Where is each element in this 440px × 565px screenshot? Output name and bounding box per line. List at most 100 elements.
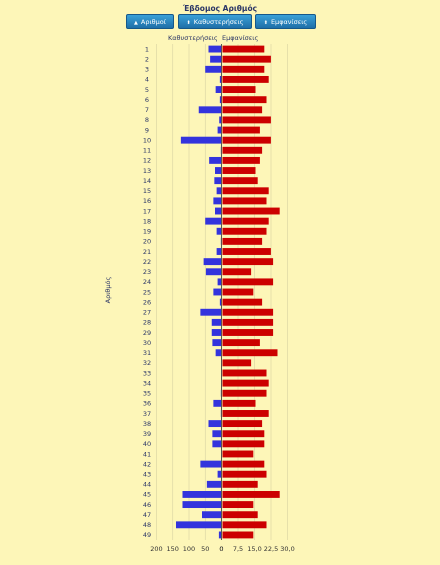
delay-bar: [211, 318, 222, 326]
appearance-bar: [222, 460, 265, 468]
category-label: 12: [143, 157, 151, 165]
delay-bar: [213, 288, 222, 296]
delay-bar: [217, 470, 222, 478]
category-label: 43: [143, 471, 151, 479]
delay-bar: [182, 491, 222, 498]
category-label: 47: [143, 511, 151, 519]
category-label: 44: [143, 481, 151, 489]
appearance-bar: [222, 106, 263, 114]
category-label: 21: [143, 248, 151, 256]
delay-bar: [205, 65, 222, 73]
appearance-bar: [222, 258, 274, 266]
delay-bar: [215, 86, 222, 93]
appearance-bar: [222, 187, 269, 195]
category-label: 32: [143, 359, 151, 367]
appearance-bar: [222, 480, 258, 488]
delay-bar: [217, 126, 222, 134]
delay-bar: [210, 55, 222, 63]
appearance-bar: [222, 329, 274, 336]
x-tick-label-delays: 50: [201, 545, 209, 553]
sort-arrow-icon: ▲: [134, 20, 138, 26]
category-label: 3: [145, 66, 149, 74]
delay-bar: [217, 278, 222, 286]
delay-bar: [208, 420, 222, 428]
sort-appearances-button[interactable]: ⬍ Εμφανίσεις: [255, 14, 316, 29]
category-label: 35: [143, 390, 151, 398]
delay-bar: [212, 440, 222, 448]
appearance-bar: [222, 237, 263, 245]
category-label: 20: [143, 238, 151, 246]
delay-bar: [176, 521, 222, 529]
appearance-bar: [222, 227, 267, 235]
category-label: 18: [143, 217, 151, 225]
category-label: 36: [143, 400, 151, 408]
delay-bar: [205, 268, 222, 276]
appearance-bar: [222, 298, 263, 306]
appearance-bar: [222, 491, 280, 498]
delay-bar: [213, 197, 222, 205]
appearance-bar: [222, 369, 267, 377]
x-tick-label-appearances: 15,0: [247, 545, 261, 553]
category-label: 7: [145, 106, 149, 114]
appearance-bar: [222, 86, 256, 93]
delay-bar: [206, 480, 222, 488]
appearances-series-header: Εμφανίσεις: [222, 34, 259, 42]
delays-series-header: Καθυστερήσεις: [168, 34, 218, 42]
appearance-bar: [222, 248, 271, 255]
appearance-bar: [222, 116, 271, 124]
delay-bar: [219, 75, 222, 83]
appearance-bar: [222, 531, 254, 539]
category-label: 49: [143, 531, 151, 539]
delay-bar: [202, 511, 222, 519]
category-label: 22: [143, 258, 151, 266]
x-tick-label-appearances: 30,0: [280, 545, 294, 553]
sort-delays-button[interactable]: ⬍ Καθυστερήσεις: [178, 14, 252, 29]
category-label: 37: [143, 410, 151, 418]
chart-title: Έβδομος Αριθμός: [182, 4, 258, 13]
appearance-bar: [222, 207, 280, 215]
appearance-bar: [222, 501, 254, 509]
category-label: 5: [145, 86, 149, 94]
appearance-bar: [222, 430, 265, 438]
delay-bar: [208, 45, 222, 53]
category-label: 8: [145, 116, 149, 124]
category-label: 42: [143, 460, 151, 468]
appearance-bar: [222, 75, 269, 83]
delay-bar: [215, 167, 222, 174]
delay-bar: [218, 531, 222, 539]
sort-arrow-icon: ⬍: [186, 20, 191, 26]
delay-bar: [215, 207, 222, 215]
category-label: 38: [143, 420, 151, 428]
category-label: 29: [143, 329, 151, 337]
appearance-bar: [222, 217, 269, 225]
sort-appearances-label: Εμφανίσεις: [270, 18, 308, 26]
appearance-bar: [222, 136, 271, 144]
appearance-bar: [222, 440, 265, 448]
appearance-bar: [222, 339, 260, 347]
x-tick-label-delays: 150: [167, 545, 179, 553]
appearance-bar: [222, 410, 269, 417]
appearance-bar: [222, 197, 267, 205]
appearance-bar: [222, 349, 278, 357]
category-label: 33: [143, 369, 151, 377]
sort-numbers-button[interactable]: ▲ Αριθμοί: [126, 14, 174, 29]
delay-bar: [203, 258, 222, 266]
category-label: 9: [145, 126, 149, 134]
category-label: 10: [143, 136, 151, 144]
delay-bar: [205, 217, 222, 225]
delay-bar: [212, 430, 222, 438]
category-label: 39: [143, 430, 151, 438]
delay-bar: [214, 177, 222, 185]
appearance-bar: [222, 521, 267, 529]
category-label: 26: [143, 298, 151, 306]
delay-bar: [211, 329, 222, 336]
x-tick-label-appearances: 0: [219, 545, 223, 553]
appearance-bar: [222, 359, 252, 367]
delay-bar: [182, 501, 222, 509]
delay-bar: [200, 308, 222, 316]
delay-bar: [219, 298, 222, 306]
appearance-bar: [222, 96, 267, 104]
category-label: 24: [143, 278, 151, 286]
category-label: 15: [143, 187, 151, 195]
